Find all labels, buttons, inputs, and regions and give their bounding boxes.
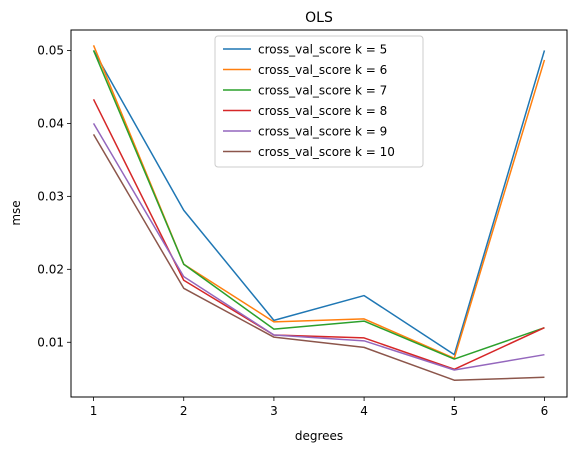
legend-label: cross_val_score k = 8 [258, 104, 387, 118]
series-line-6 [92, 133, 545, 381]
x-tick-label: 6 [541, 404, 549, 418]
series-line-1 [92, 50, 546, 356]
series-line-3 [92, 50, 545, 360]
x-tick-label: 1 [90, 404, 98, 418]
series-lines [92, 45, 546, 381]
legend-label: cross_val_score k = 10 [258, 145, 395, 159]
x-tick-label: 2 [180, 404, 188, 418]
x-tick-label: 4 [360, 404, 368, 418]
x-axis-ticks: 1 2 3 4 5 6 [90, 397, 549, 418]
y-tick-label: 0.03 [37, 189, 64, 203]
legend-label: cross_val_score k = 5 [258, 43, 387, 57]
legend: cross_val_score k = 5 cross_val_score k =… [214, 35, 424, 168]
legend-label: cross_val_score k = 7 [258, 84, 387, 98]
y-axis-ticks: 0.01 0.02 0.03 0.04 0.05 [37, 43, 71, 349]
y-tick-label: 0.04 [37, 116, 64, 130]
plot-frame [70, 29, 568, 398]
x-tick-label: 5 [450, 404, 458, 418]
legend-label: cross_val_score k = 6 [258, 63, 387, 77]
x-tick-label: 3 [270, 404, 278, 418]
y-tick-label: 0.01 [37, 335, 64, 349]
x-axis-label: degrees [295, 429, 343, 443]
series-line-5 [92, 123, 545, 371]
legend-label: cross_val_score k = 9 [258, 125, 387, 139]
y-tick-label: 0.05 [37, 43, 64, 57]
y-tick-label: 0.02 [37, 262, 64, 276]
legend-box [214, 35, 424, 168]
y-axis-label: mse [9, 200, 23, 225]
chart-title: OLS [305, 10, 333, 26]
